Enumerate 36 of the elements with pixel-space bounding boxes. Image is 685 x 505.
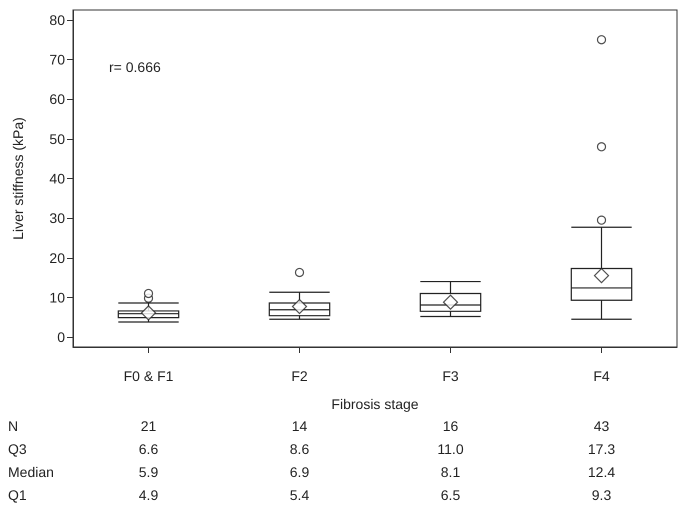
category-label: Q3 (8, 441, 27, 457)
text: 8.1 (440, 464, 460, 480)
text: 12.4 (588, 464, 616, 480)
text: 11.0 (437, 441, 464, 457)
y-tick-label: 10 (49, 289, 66, 306)
category-label: Median (8, 464, 54, 480)
text: 17.3 (588, 441, 616, 457)
y-tick-label: 20 (49, 250, 66, 266)
x-tick-label: F2 (291, 368, 308, 384)
y-tick-label: 30 (49, 210, 66, 226)
y-tick-label: 0 (57, 329, 66, 346)
annotation: r= 0.666 (109, 59, 161, 75)
category-label: N (8, 418, 18, 434)
x-tick-label: F3 (442, 368, 459, 384)
text: 4.9 (138, 487, 158, 503)
y-tick-label: 60 (49, 91, 66, 108)
y-tick-label: 50 (49, 130, 66, 147)
text: 5.9 (138, 464, 158, 480)
text: 43 (594, 418, 610, 434)
text: 8.6 (290, 441, 310, 457)
text: 9.3 (592, 487, 612, 503)
x-tick-label: F0 & F1 (124, 368, 174, 384)
x-tick-label: F4 (593, 368, 610, 384)
y-tick-label: 80 (49, 12, 66, 28)
y-axis-title: Liver stiffness (kPa) (10, 117, 26, 240)
y-tick-label: 70 (49, 52, 66, 68)
x-axis-title: Fibrosis stage (331, 396, 419, 412)
text: 16 (442, 418, 458, 434)
text: 6.9 (290, 464, 310, 480)
text: 6.5 (440, 487, 460, 503)
text: 6.6 (138, 441, 158, 457)
text: 5.4 (290, 487, 310, 503)
text: 21 (140, 418, 156, 434)
category-label: Q1 (8, 487, 27, 503)
text: 14 (292, 418, 308, 434)
y-tick-label: 40 (49, 170, 66, 186)
